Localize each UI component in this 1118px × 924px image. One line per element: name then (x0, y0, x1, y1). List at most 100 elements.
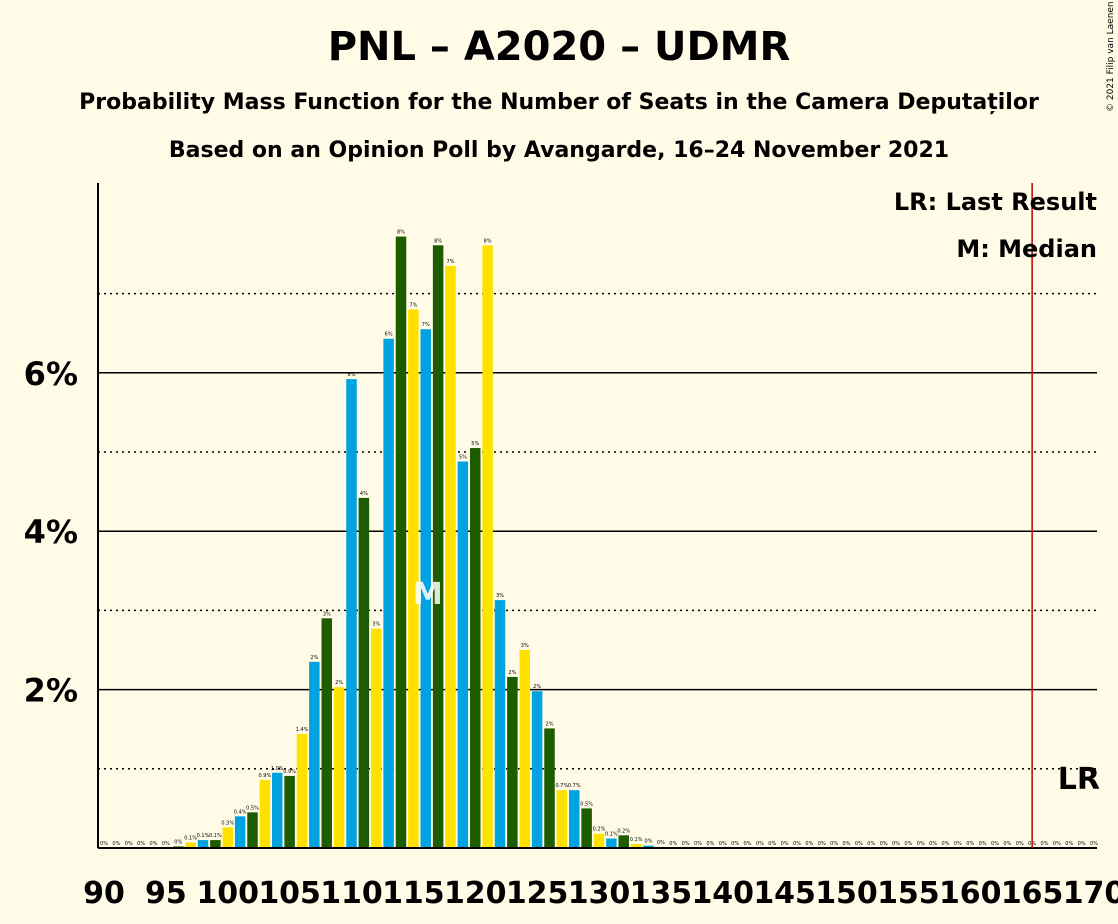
bar-value-label: 2% (335, 680, 343, 686)
bar-value-label: 0% (1065, 841, 1073, 847)
bar-seat-112 (371, 628, 382, 848)
bar-value-label: 0% (818, 841, 826, 847)
bar-value-label: 0% (125, 841, 133, 847)
bar-value-label: 0.3% (221, 820, 234, 826)
bar-value-label: 0% (917, 841, 925, 847)
bar-value-label: 0% (682, 841, 690, 847)
x-tick-label: 135 (630, 876, 693, 911)
bar-seat-116 (420, 329, 431, 848)
bar-value-label: 3% (521, 643, 529, 649)
x-tick-labels: 90 95 100 105 110 115 120 125 130 135 140 145 150 155… (83, 876, 1118, 911)
bar-value-label: 0.2% (617, 828, 630, 834)
bar-value-label: 0.1% (605, 831, 618, 837)
bar-seat-107 (309, 661, 320, 848)
bar-seat-123 (507, 676, 518, 848)
chart-source-line: Based on an Opinion Poll by Avangarde, 1… (168, 138, 950, 163)
bar-seat-121 (482, 245, 493, 849)
bar-value-label: 4% (360, 491, 368, 497)
bar-value-label: 0% (657, 840, 665, 846)
bar-value-label: 2% (533, 684, 541, 690)
x-tick-label: 115 (382, 876, 445, 911)
x-tick-label: 110 (320, 876, 383, 911)
bar-value-label: 0% (162, 841, 170, 847)
bar-value-label: 2% (508, 670, 516, 676)
bar-seat-120 (470, 448, 481, 848)
bar-value-label: 0% (904, 841, 912, 847)
bar-value-label: 0.7% (556, 783, 569, 789)
bar-value-label: 0.1% (209, 833, 222, 839)
bar-seat-108 (321, 618, 332, 848)
bar-value-label: 0% (880, 841, 888, 847)
bar-seat-124 (519, 650, 530, 848)
bar-value-label: 0% (719, 841, 727, 847)
bar-value-label: 0% (966, 841, 974, 847)
bar-value-label: 0% (942, 841, 950, 847)
bar-value-label: 0.2% (593, 827, 606, 833)
bar-value-label: 5% (471, 441, 479, 447)
legend-median: M: Median (956, 235, 1097, 263)
y-tick-label: 6% (24, 355, 78, 393)
x-tick-label: 170 (1063, 876, 1118, 911)
bar-value-label: 0% (1041, 841, 1049, 847)
legend-last-result: LR: Last Result (894, 188, 1097, 216)
bar-seat-127 (556, 790, 568, 848)
y-tick-label: 4% (24, 513, 78, 551)
bar-seat-101 (234, 816, 246, 848)
bar-value-label: 7% (422, 322, 430, 328)
bar-value-label: 0% (793, 841, 801, 847)
x-tick-label: 140 (691, 876, 754, 911)
bar-value-label: 0% (645, 839, 653, 845)
y-tick-labels: 2% 4% 6% (24, 355, 78, 710)
bar-labels: 0% 0% 0% 0% 0% 0% 0%0.1% 0.1% 0.1%0.3%0.4%0.5%0.… (100, 230, 1098, 847)
bar-value-label: 0% (694, 841, 702, 847)
bar-value-label: 0% (991, 841, 999, 847)
bar-value-label: 0% (731, 841, 739, 847)
bar-value-label: 0% (100, 841, 108, 847)
bar-seat-118 (445, 265, 456, 848)
gridlines (98, 292, 1097, 770)
bar-value-label: 0.9% (259, 773, 272, 779)
bar-seat-100 (222, 827, 233, 848)
bar-value-label: 0% (830, 841, 838, 847)
bar-value-label: 5% (459, 455, 467, 461)
x-tick-label: 165 (1001, 876, 1064, 911)
bar-value-label: 0% (979, 841, 987, 847)
bar-seat-133 (630, 844, 642, 848)
bar-seat-130 (593, 833, 605, 848)
bar-value-label: 0% (1053, 841, 1061, 847)
x-tick-label: 125 (506, 876, 569, 911)
bar-value-label: 0% (867, 841, 875, 847)
bar-value-label: 0.4% (234, 809, 247, 815)
bar-seat-106 (296, 733, 308, 848)
bar-seat-114 (395, 236, 407, 849)
bar-value-label: 0% (174, 839, 182, 845)
bar-value-label: 0% (855, 841, 863, 847)
bar-value-label: 0.9% (283, 769, 296, 775)
bar-value-label: 0.1% (630, 837, 643, 843)
x-tick-label: 150 (815, 876, 878, 911)
bar-value-label: 0% (669, 841, 677, 847)
bar-value-label: 0% (843, 841, 851, 847)
bar-value-label: 8% (397, 230, 405, 236)
bar-value-label: 0% (150, 841, 158, 847)
bar-seat-111 (358, 497, 370, 848)
median-marker: M (413, 577, 443, 612)
bar-value-label: 2% (546, 721, 554, 727)
bar-value-label: 0% (768, 841, 776, 847)
bar-seat-102 (247, 812, 258, 848)
bar-value-label: 0% (1078, 841, 1086, 847)
bar-seat-113 (383, 338, 394, 848)
bar-value-label: 0% (1003, 841, 1011, 847)
bar-value-label: 8% (434, 238, 442, 244)
bar-seat-128 (569, 790, 580, 848)
bar-seat-132 (618, 835, 629, 848)
bar-value-label: 3% (323, 611, 331, 617)
bar-value-label: 0% (706, 841, 714, 847)
bar-value-label: 0% (137, 841, 145, 847)
markers: LR M (413, 183, 1100, 848)
bar-seat-98 (197, 840, 209, 848)
bar-value-label: 6% (348, 372, 356, 378)
chart-title: PNL – A2020 – UDMR (327, 24, 791, 70)
bar-value-label: 6% (385, 332, 393, 338)
bar-value-label: 0% (954, 841, 962, 847)
